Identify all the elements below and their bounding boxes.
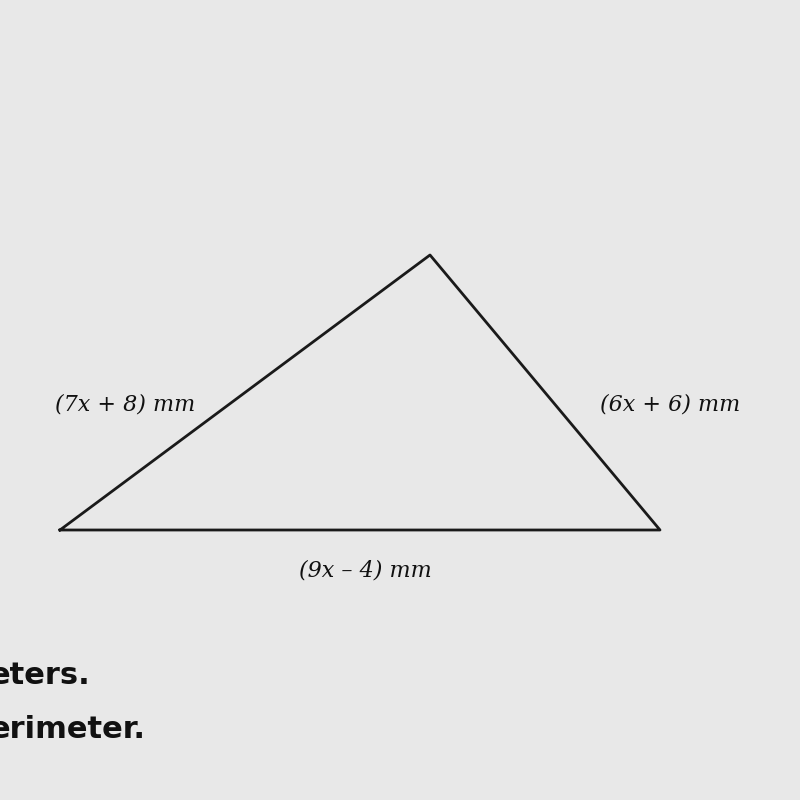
Text: (6x + 6) mm: (6x + 6) mm xyxy=(600,394,740,416)
Text: (7x + 8) mm: (7x + 8) mm xyxy=(54,394,195,416)
Text: (9x – 4) mm: (9x – 4) mm xyxy=(298,560,431,582)
Text: eters.: eters. xyxy=(0,661,90,690)
Text: erimeter.: erimeter. xyxy=(0,715,146,745)
